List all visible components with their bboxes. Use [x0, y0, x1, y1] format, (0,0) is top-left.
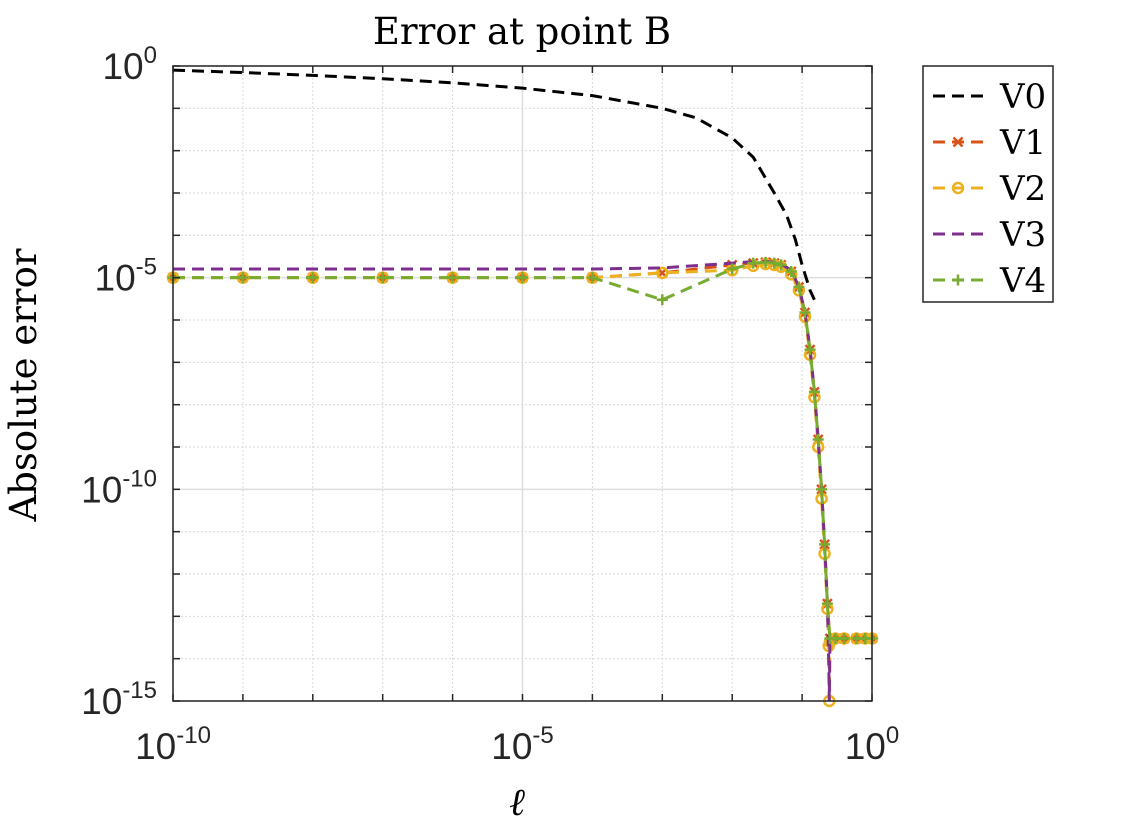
data-point: [816, 483, 828, 495]
legend-label: V0: [999, 77, 1046, 117]
data-point: [656, 266, 669, 280]
x-tick-label: 100: [845, 722, 900, 767]
legend-entry-V4: V4: [933, 261, 1046, 301]
y-axis-label: Absolute error: [2, 248, 45, 522]
chart-title: Error at point B: [373, 10, 671, 53]
series-line: [173, 260, 872, 702]
data-point: [517, 272, 528, 284]
x-axis-label: ℓ: [509, 780, 525, 824]
data-point: [775, 259, 787, 271]
data-point: [819, 538, 831, 550]
legend-entry-V0: V0: [933, 77, 1046, 117]
legend-label: V3: [999, 215, 1046, 255]
x-tick-label: 10-5: [491, 722, 554, 767]
series-V4: [167, 256, 878, 644]
data-point: [377, 272, 389, 284]
data-point: [838, 632, 850, 644]
legend-entry-V1: V1: [933, 123, 1046, 163]
y-tick-label: 10-5: [95, 254, 158, 299]
data-point: [952, 274, 964, 286]
data-point: [808, 386, 820, 398]
legend-label: V1: [999, 123, 1046, 163]
series-V3: [173, 260, 872, 702]
data-point: [804, 344, 816, 356]
data-point: [785, 265, 797, 277]
data-point: [447, 272, 459, 284]
ticks: [172, 65, 873, 702]
data-point: [307, 272, 319, 284]
data-point: [586, 272, 598, 284]
data-point: [768, 257, 780, 269]
legend: V0 V1 V2 V3 V4: [922, 65, 1054, 303]
data-point: [951, 181, 965, 195]
x-tick-label: 10-10: [135, 722, 211, 767]
legend-box: [922, 65, 1054, 303]
data-point: [793, 281, 805, 293]
legend-label: V2: [999, 169, 1046, 209]
legend-entry-V2: V2: [933, 169, 1046, 209]
data-point: [237, 272, 249, 284]
data-point: [656, 294, 668, 306]
data-point: [821, 598, 833, 610]
y-tick-label: 10-10: [81, 465, 157, 510]
data-point: [812, 434, 824, 446]
data-point: [799, 307, 811, 319]
legend-label: V4: [999, 261, 1046, 301]
legend-entry-V3: V3: [933, 215, 1046, 255]
y-tick-label: 100: [102, 42, 157, 87]
data-point: [726, 263, 738, 275]
data-point: [747, 257, 759, 269]
series-layer: [166, 68, 879, 708]
y-tick-label: 10-15: [81, 677, 157, 722]
data-point: [952, 136, 964, 148]
series-line: [173, 260, 872, 640]
